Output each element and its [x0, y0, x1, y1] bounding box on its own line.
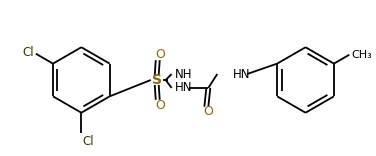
Text: Cl: Cl — [82, 134, 94, 148]
Text: O: O — [203, 105, 213, 118]
Text: HN: HN — [174, 81, 192, 94]
Text: O: O — [155, 99, 165, 112]
Text: O: O — [155, 48, 165, 61]
Text: S: S — [152, 73, 162, 87]
Text: HN: HN — [233, 68, 251, 80]
Text: Cl: Cl — [22, 46, 34, 59]
Text: CH₃: CH₃ — [351, 50, 372, 60]
Text: NH: NH — [174, 68, 192, 80]
